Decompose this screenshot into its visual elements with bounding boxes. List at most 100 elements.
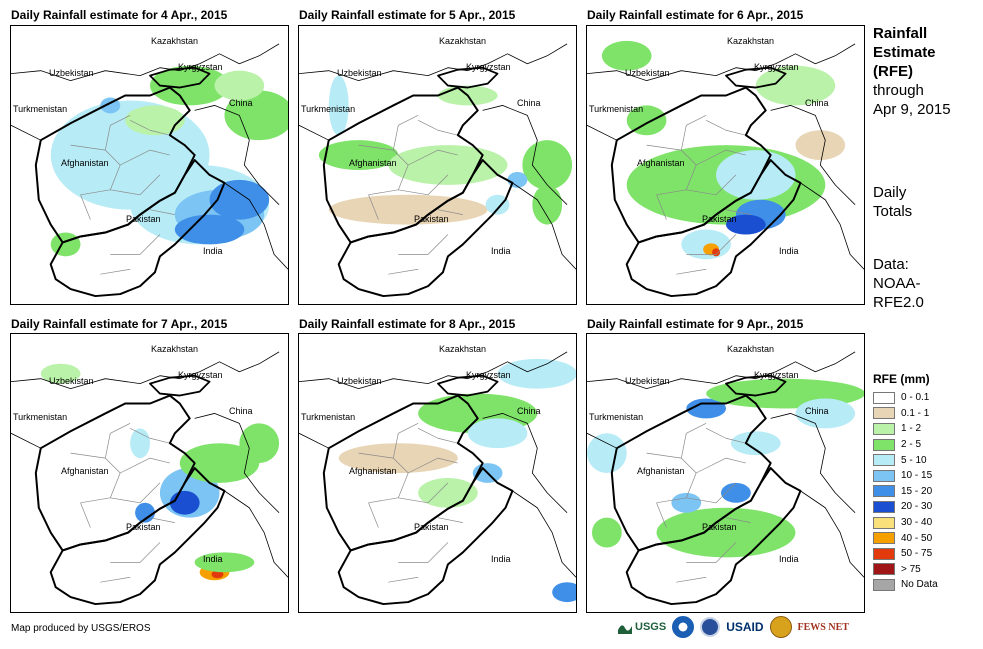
map-label-kyrgyzstan: Kyrgyzstan — [754, 62, 799, 72]
rain-area — [681, 229, 731, 260]
map-label-kyrgyzstan: Kyrgyzstan — [754, 370, 799, 380]
map-label-uzbekistan: Uzbekistan — [337, 68, 382, 78]
country-boundary — [770, 413, 856, 513]
data-source: Data: NOAA- RFE2.0 — [873, 256, 924, 311]
province-boundary — [696, 149, 746, 166]
map-label-kyrgyzstan: Kyrgyzstan — [466, 62, 511, 72]
legend-swatch — [873, 454, 895, 467]
province-boundary — [110, 174, 161, 196]
province-boundary — [408, 149, 458, 166]
kyrgyzstan-boundary — [149, 66, 211, 89]
map-label-afghanistan: Afghanistan — [61, 158, 109, 168]
pakistan-boundary — [337, 467, 514, 606]
province-boundary — [80, 194, 91, 220]
province-boundary — [696, 457, 746, 474]
map-label-kazakhstan: Kazakhstan — [727, 36, 775, 46]
rainfall-map — [11, 351, 288, 606]
rainfall-map — [587, 351, 864, 606]
afghanistan-boundary — [610, 86, 772, 244]
panel-title-5: Daily Rainfall estimate for 8 Apr., 2015 — [299, 317, 516, 331]
map-panel-1: Kazakhstan Uzbekistan Kyrgyzstan Turkmenist… — [10, 25, 289, 305]
province-boundary — [368, 502, 379, 528]
rain-area — [50, 232, 81, 257]
legend-label: 50 - 75 — [901, 548, 933, 560]
rainfall-map — [587, 40, 864, 298]
rain-area — [239, 423, 280, 464]
map-label-india: India — [203, 554, 223, 564]
legend-swatch — [873, 578, 895, 591]
legend-item: 0.1 - 1 — [873, 406, 938, 422]
legend-swatch — [873, 500, 895, 513]
legend-swatch — [873, 532, 895, 545]
country-boundary — [194, 105, 280, 205]
legend-item: 5 - 10 — [873, 452, 938, 468]
province-boundary — [437, 517, 463, 523]
province-boundary — [129, 120, 170, 136]
legend-label: 20 - 30 — [901, 501, 933, 513]
legend-swatch — [873, 407, 895, 420]
legend-swatch — [873, 485, 895, 498]
legend-label: No Data — [901, 579, 938, 591]
rain-area — [125, 105, 185, 136]
province-boundary — [705, 428, 746, 444]
rain-area — [626, 105, 667, 136]
province-boundary — [358, 144, 409, 196]
afghanistan-boundary — [610, 394, 772, 552]
map-label-pakistan: Pakistan — [414, 214, 449, 224]
legend-label: 30 - 40 — [901, 517, 933, 529]
province-boundary — [437, 209, 463, 215]
map-label-kazakhstan: Kazakhstan — [151, 36, 199, 46]
province-boundary — [398, 174, 449, 196]
kyrgyzstan-boundary — [725, 66, 787, 89]
rainfall-map — [299, 43, 576, 298]
province-boundary — [680, 423, 707, 459]
country-boundary — [800, 182, 864, 270]
legend-item: 50 - 75 — [873, 546, 938, 562]
map-panel-2: Kazakhstan Uzbekistan Kyrgyzstan Turkmenist… — [298, 25, 577, 305]
map-label-turkmenistan: Turkmenistan — [301, 412, 356, 422]
map-label-india: India — [779, 246, 799, 256]
rain-area — [795, 130, 846, 161]
map-label-pakistan: Pakistan — [414, 522, 449, 532]
rain-area — [721, 482, 751, 503]
map-panel-3: Kazakhstan Uzbekistan Kyrgyzstan Turkmenist… — [586, 25, 865, 305]
rain-area — [552, 582, 576, 603]
rain-area — [522, 140, 573, 190]
legend-item: > 75 — [873, 562, 938, 578]
province-boundary — [676, 268, 707, 275]
afghanistan-boundary — [322, 394, 484, 552]
province-boundary — [104, 423, 131, 459]
legend-label: 10 - 15 — [901, 470, 933, 482]
province-boundary — [686, 234, 737, 255]
legend-swatch — [873, 469, 895, 482]
legend-label: 1 - 2 — [901, 423, 922, 435]
map-label-india: India — [203, 246, 223, 256]
legend-swatch — [873, 438, 895, 451]
map-label-pakistan: Pakistan — [702, 214, 737, 224]
legend-label: 0 - 0.1 — [901, 392, 930, 404]
map-label-india: India — [779, 554, 799, 564]
province-boundary — [656, 502, 667, 528]
map-label-turkmenistan: Turkmenistan — [13, 412, 68, 422]
map-label-afghanistan: Afghanistan — [349, 158, 397, 168]
province-boundary — [368, 194, 379, 220]
legend-label: 5 - 10 — [901, 454, 927, 466]
map-panel-5: Kazakhstan Uzbekistan Kyrgyzstan Turkmenist… — [298, 333, 577, 613]
map-label-pakistan: Pakistan — [126, 522, 161, 532]
province-boundary — [398, 482, 449, 504]
map-label-uzbekistan: Uzbekistan — [49, 68, 94, 78]
rain-area — [532, 184, 563, 225]
fewsnet-globe-icon — [769, 616, 792, 638]
province-boundary — [686, 542, 737, 563]
credit-text: Map produced by USGS/EROS — [11, 623, 151, 634]
province-boundary — [70, 452, 121, 504]
rain-area — [214, 70, 265, 101]
map-label-turkmenistan: Turkmenistan — [13, 104, 68, 114]
legend-item: 15 - 20 — [873, 484, 938, 500]
map-label-china: China — [229, 406, 253, 416]
country-boundary — [224, 182, 288, 270]
map-label-kyrgyzstan: Kyrgyzstan — [178, 370, 223, 380]
legend-swatch — [873, 516, 895, 529]
province-boundary — [686, 482, 737, 504]
legend-item: 20 - 30 — [873, 499, 938, 515]
